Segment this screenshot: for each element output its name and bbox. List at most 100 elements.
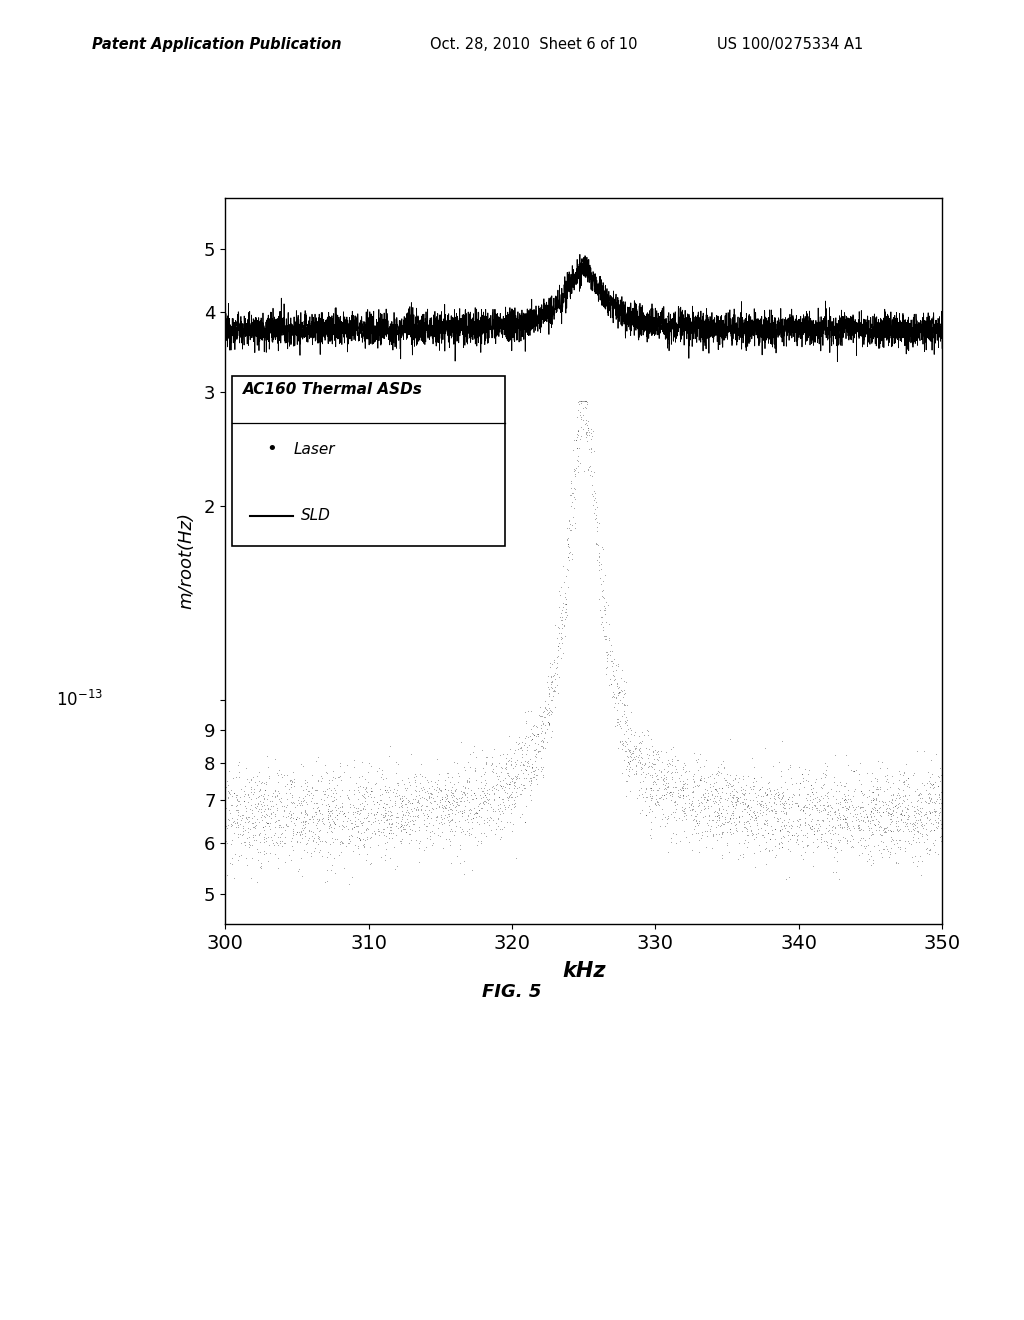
Point bbox=[299, 775, 315, 796]
Point bbox=[578, 391, 594, 412]
Point bbox=[820, 781, 837, 803]
Point bbox=[549, 675, 565, 696]
Point bbox=[437, 779, 454, 800]
Point bbox=[736, 799, 753, 820]
Point bbox=[639, 747, 655, 768]
Point bbox=[757, 813, 773, 834]
Point bbox=[397, 812, 414, 833]
Point bbox=[220, 760, 237, 781]
Point bbox=[565, 507, 582, 528]
Point bbox=[444, 766, 461, 787]
Point bbox=[241, 771, 257, 792]
Point bbox=[237, 820, 253, 841]
Point bbox=[811, 791, 827, 812]
Point bbox=[656, 779, 673, 800]
Point bbox=[457, 784, 473, 805]
Point bbox=[713, 803, 729, 824]
Point bbox=[894, 800, 910, 821]
Point bbox=[539, 718, 555, 739]
Point bbox=[615, 694, 632, 715]
Point bbox=[309, 810, 326, 832]
Point bbox=[841, 797, 857, 818]
Point bbox=[489, 766, 506, 787]
Point bbox=[298, 791, 314, 812]
Point bbox=[449, 796, 465, 817]
Point bbox=[640, 721, 656, 742]
Point bbox=[500, 750, 516, 771]
Point bbox=[256, 789, 272, 810]
Point bbox=[322, 812, 338, 833]
Point bbox=[269, 797, 286, 818]
Point bbox=[751, 822, 767, 843]
Point bbox=[546, 651, 562, 672]
Point bbox=[420, 771, 436, 792]
Point bbox=[383, 804, 399, 825]
Point bbox=[607, 715, 624, 737]
Point bbox=[849, 804, 865, 825]
Point bbox=[802, 817, 818, 838]
Point bbox=[512, 738, 528, 759]
Point bbox=[687, 800, 703, 821]
Point bbox=[496, 795, 512, 816]
Point bbox=[555, 597, 571, 618]
Point bbox=[396, 785, 413, 807]
Point bbox=[859, 850, 876, 871]
Point bbox=[224, 829, 241, 850]
Point bbox=[352, 829, 369, 850]
Point bbox=[599, 594, 615, 615]
Point bbox=[794, 763, 810, 784]
Point bbox=[925, 777, 941, 799]
Point bbox=[652, 787, 669, 808]
Point bbox=[256, 843, 272, 865]
Point bbox=[604, 686, 621, 708]
Point bbox=[658, 812, 675, 833]
Point bbox=[805, 855, 821, 876]
Point bbox=[712, 807, 728, 828]
Point bbox=[920, 784, 936, 805]
Point bbox=[927, 804, 943, 825]
Point bbox=[474, 756, 490, 777]
Point bbox=[375, 797, 391, 818]
Point bbox=[791, 824, 807, 845]
Point bbox=[916, 791, 933, 812]
Point bbox=[738, 810, 755, 832]
Point bbox=[782, 829, 799, 850]
Point bbox=[586, 440, 602, 461]
Point bbox=[613, 705, 630, 726]
Point bbox=[728, 787, 744, 808]
Point bbox=[512, 807, 528, 828]
Point bbox=[557, 594, 573, 615]
Point bbox=[613, 762, 630, 783]
Point bbox=[529, 741, 546, 762]
Point bbox=[724, 803, 740, 824]
Point bbox=[922, 789, 938, 810]
Point bbox=[268, 833, 285, 854]
Point bbox=[735, 784, 752, 805]
Point bbox=[752, 800, 768, 821]
Point bbox=[901, 833, 918, 854]
Point bbox=[601, 630, 617, 651]
Point bbox=[498, 758, 514, 779]
Point bbox=[462, 756, 478, 777]
Point bbox=[901, 784, 918, 805]
Point bbox=[377, 805, 393, 826]
Point bbox=[414, 779, 430, 800]
Point bbox=[859, 809, 876, 830]
Point bbox=[798, 770, 814, 791]
Point bbox=[914, 774, 931, 795]
Point bbox=[267, 822, 284, 843]
Point bbox=[349, 808, 366, 829]
Point bbox=[509, 766, 525, 787]
Point bbox=[594, 611, 610, 632]
Point bbox=[890, 851, 906, 873]
Point bbox=[569, 407, 586, 428]
Point bbox=[234, 824, 251, 845]
Point bbox=[219, 865, 236, 886]
Point bbox=[702, 818, 719, 840]
Point bbox=[226, 810, 243, 832]
Point bbox=[746, 808, 763, 829]
Point bbox=[259, 795, 275, 816]
Point bbox=[755, 785, 771, 807]
Point bbox=[246, 829, 262, 850]
Point bbox=[719, 789, 735, 810]
